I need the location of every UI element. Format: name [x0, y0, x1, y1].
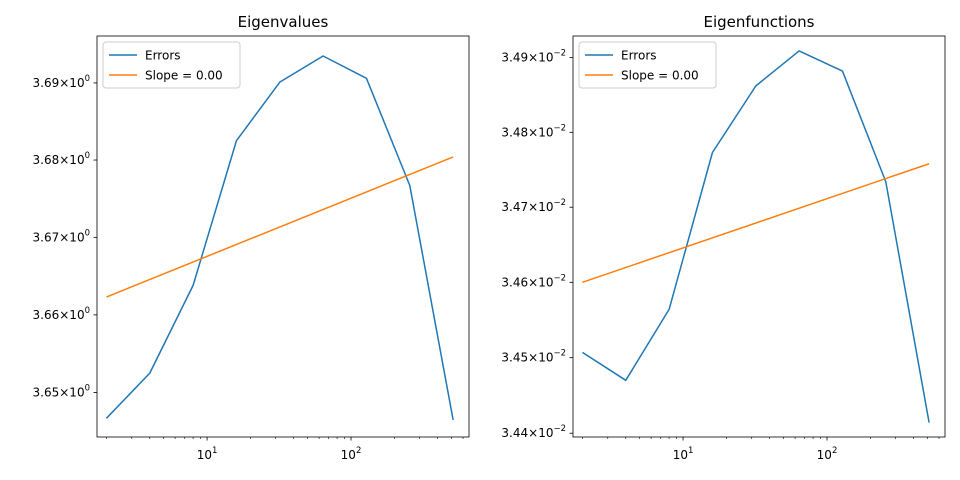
- y-tick-label: 3.49×10−2: [501, 49, 566, 65]
- y-tick-label: 3.65×100: [33, 384, 90, 400]
- y-tick-label: 3.46×10−2: [501, 273, 566, 289]
- chart-panel-2: Eigenfunctions 101 102 3.44×10−2 3.45×10−2 3.…: [501, 13, 946, 462]
- legend: Errors Slope = 0.00: [578, 41, 717, 89]
- legend-box: [578, 41, 717, 89]
- series-line-errors: [582, 50, 930, 423]
- x-tick-label: 101: [673, 446, 694, 462]
- y-tick-label: 3.44×10−2: [501, 424, 566, 440]
- y-tick-label: 3.45×10−2: [501, 349, 566, 365]
- y-tick-label: 3.69×100: [33, 74, 90, 90]
- legend-box: [102, 41, 241, 89]
- legend-label: Errors: [621, 49, 657, 63]
- legend-label: Errors: [145, 49, 181, 63]
- legend-label: Slope = 0.00: [621, 69, 699, 83]
- series-line-slope: [106, 156, 454, 298]
- y-tick-label: 3.67×100: [33, 228, 90, 244]
- x-tick-label: 101: [197, 446, 218, 462]
- y-tick-label: 3.48×10−2: [501, 123, 566, 139]
- chart-title: Eigenvalues: [238, 13, 329, 31]
- series-line-slope: [582, 163, 930, 284]
- legend-label: Slope = 0.00: [145, 69, 223, 83]
- x-tick-label: 102: [817, 446, 838, 462]
- y-tick-label: 3.68×100: [33, 151, 90, 167]
- y-tick-label: 3.66×100: [33, 306, 90, 322]
- y-tick-label: 3.47×10−2: [501, 198, 566, 214]
- chart-panel-1: Eigenvalues 101 102 3.65×100 3.66×100 3.67×10…: [33, 13, 470, 462]
- plot-frame: [96, 35, 470, 438]
- chart-title: Eigenfunctions: [704, 13, 815, 31]
- series-line-errors: [105, 55, 454, 420]
- plot-frame: [572, 35, 946, 438]
- x-tick-label: 102: [341, 446, 362, 462]
- legend: Errors Slope = 0.00: [102, 41, 241, 89]
